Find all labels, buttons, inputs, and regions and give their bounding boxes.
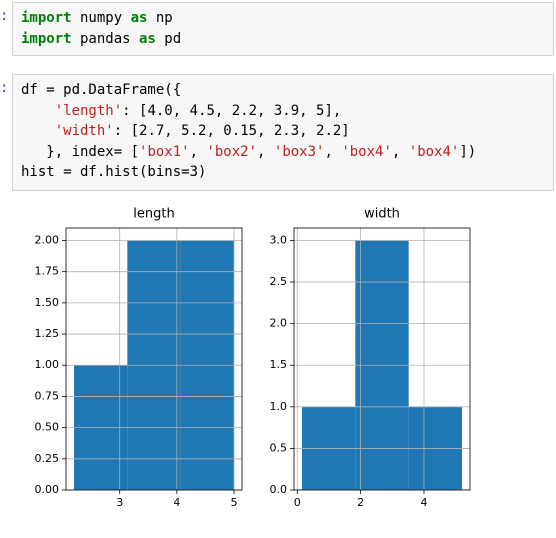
cell-prompt: :	[0, 8, 9, 24]
y-tick-label: 1.25	[35, 327, 60, 340]
y-tick-label: 1.5	[270, 358, 288, 371]
code-token: ,	[391, 143, 409, 160]
code-cell[interactable]: import numpy as np import pandas as pd	[12, 2, 554, 56]
y-tick-label: 0.5	[270, 441, 288, 454]
code-token: 'box4'	[408, 143, 460, 160]
y-tick-label: 2.0	[270, 317, 288, 330]
code-token: pd	[155, 30, 182, 47]
y-tick-label: 1.50	[35, 296, 60, 309]
code-token: 'length'	[54, 102, 123, 119]
code-line: import numpy as np	[21, 8, 553, 29]
axes-frame	[293, 227, 471, 491]
code-line: 'width': [2.7, 5.2, 0.15, 2.3, 2.2]	[21, 121, 553, 142]
y-tick-label: 2.5	[270, 275, 288, 288]
code-token: : [2.7, 5.2, 0.15, 2.3, 2.2]	[113, 123, 350, 139]
code-token: }, index= [	[21, 143, 140, 160]
code-cell[interactable]: df = pd.DataFrame({ 'length': [4.0, 4.5,…	[12, 74, 554, 191]
y-tick-label: 0.00	[35, 483, 60, 496]
x-tick-label: 4	[173, 496, 180, 509]
y-tick-label: 1.00	[35, 358, 60, 371]
code-token: as	[139, 30, 156, 47]
code-token: 'box3'	[273, 143, 325, 160]
y-tick-label: 0.75	[35, 389, 60, 402]
code-token: import	[21, 10, 72, 26]
code-token: ])	[459, 143, 477, 160]
code-token: 'width'	[54, 123, 114, 139]
code-line: df = pd.DataFrame({	[21, 80, 553, 101]
y-tick-label: 0.25	[35, 452, 60, 465]
code-line: 'length': [4.0, 4.5, 2.2, 3.9, 5],	[21, 101, 553, 122]
chart-title: length	[133, 207, 174, 222]
code-token: ,	[257, 143, 274, 160]
code-token: hist = df.hist(bins=3)	[21, 164, 207, 180]
x-tick-label: 2	[357, 496, 364, 509]
chart-title: width	[364, 207, 400, 222]
x-tick-label: 3	[116, 496, 123, 509]
code-token: df = pd.DataFrame({	[21, 82, 182, 98]
code-token: ,	[189, 143, 207, 160]
code-token: 'box2'	[206, 143, 258, 160]
axes-frame	[65, 227, 243, 491]
y-tick-label: 1.75	[35, 265, 60, 278]
y-tick-label: 0.50	[35, 421, 60, 434]
code-token: 'box4'	[341, 143, 392, 160]
code-token: ,	[324, 143, 342, 160]
x-tick-label: 4	[420, 496, 427, 509]
code-line: }, index= ['box1', 'box2', 'box3', 'box4…	[21, 142, 553, 163]
code-token: 'box1'	[139, 143, 190, 160]
x-tick-label: 0	[294, 496, 301, 509]
y-tick-label: 2.00	[35, 233, 60, 246]
code-token: numpy	[71, 10, 131, 26]
y-tick-label: 3.0	[270, 233, 288, 246]
code-token: as	[130, 10, 148, 26]
code-token: : [4.0, 4.5, 2.2, 3.9, 5],	[122, 102, 342, 119]
y-tick-label: 1.0	[270, 400, 288, 413]
code-token: np	[147, 10, 173, 26]
code-line: import pandas as pd	[21, 29, 553, 50]
y-tick-label: 0.0	[270, 483, 288, 496]
cell-prompt: :	[0, 80, 9, 96]
code-token: import	[21, 30, 72, 47]
code-token: pandas	[71, 30, 140, 47]
code-line: hist = df.hist(bins=3)	[21, 162, 553, 183]
x-tick-label: 5	[231, 496, 238, 509]
